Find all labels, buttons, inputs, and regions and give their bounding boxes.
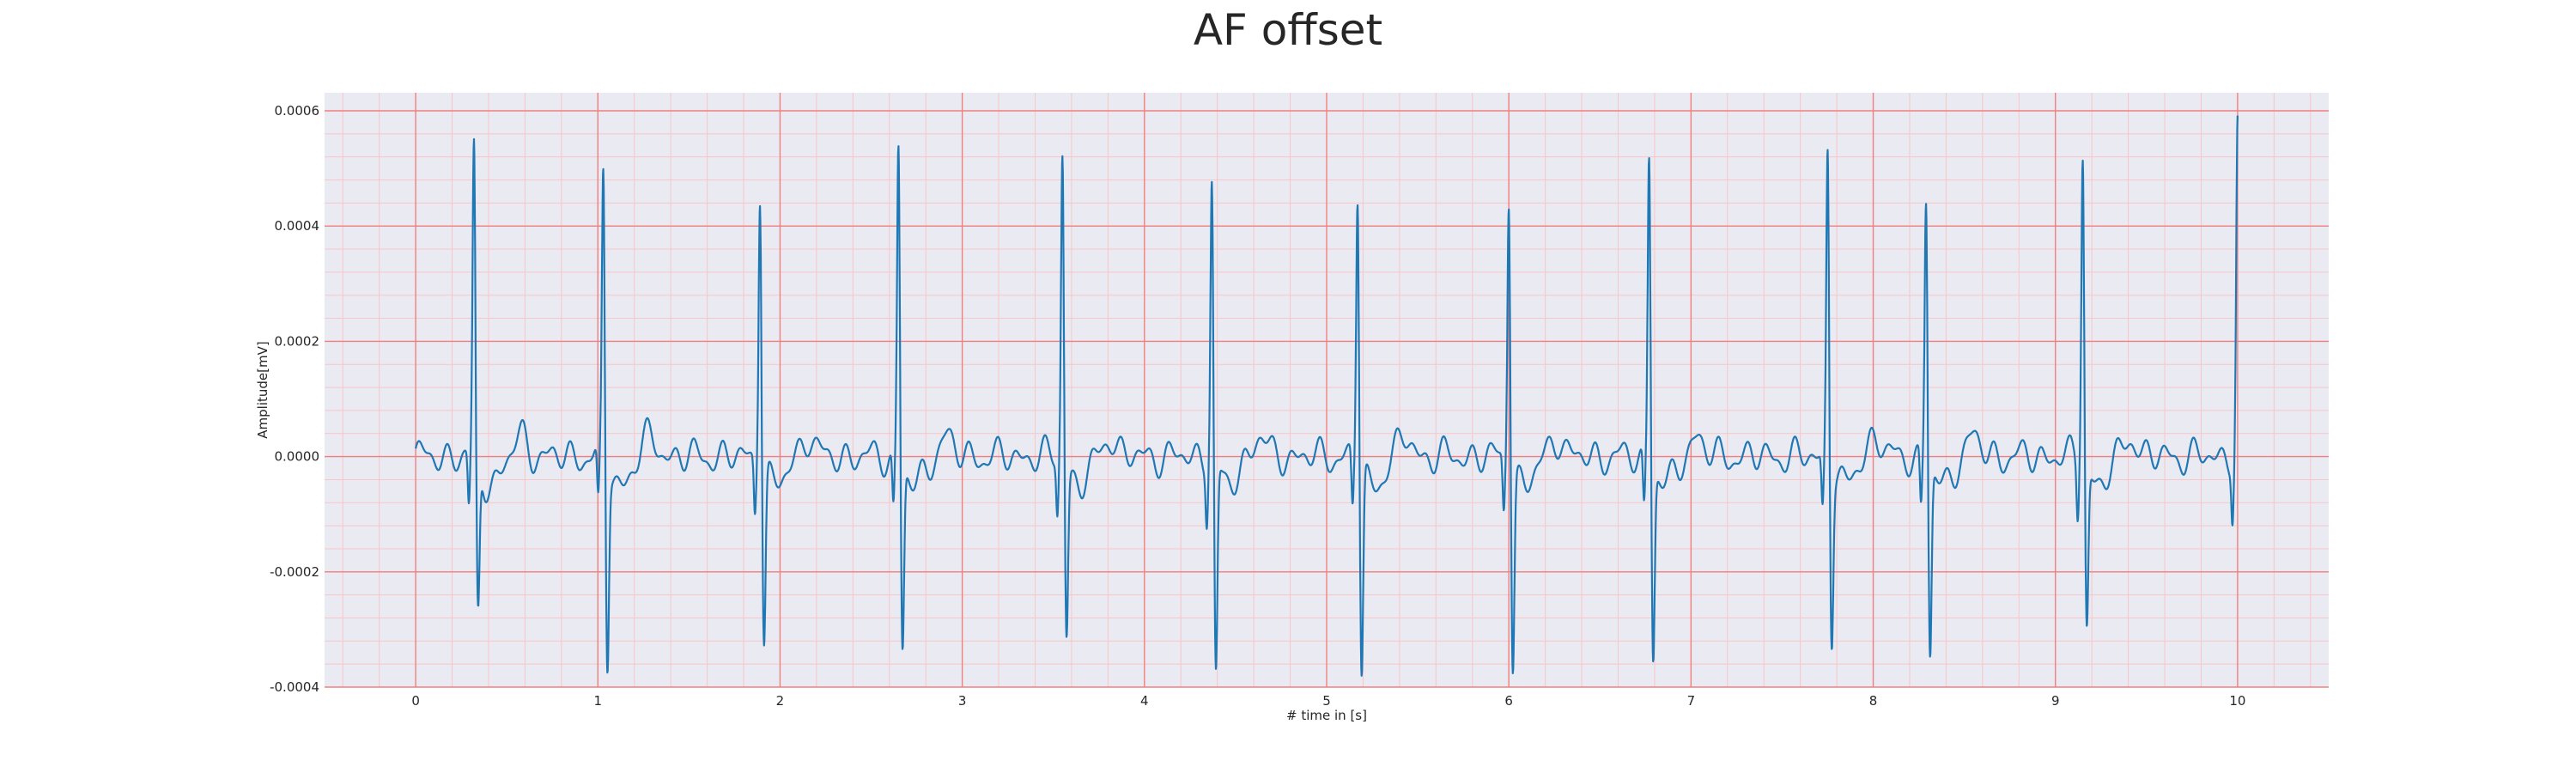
- y-tick-label: 0.0006: [275, 103, 320, 119]
- major-grid: [325, 93, 2329, 688]
- x-tick-label: 9: [2051, 693, 2060, 709]
- y-tick-label: 0.0000: [275, 449, 320, 465]
- x-tick-label: 10: [2229, 693, 2245, 709]
- x-tick-label: 0: [411, 693, 420, 709]
- x-tick-label: 7: [1687, 693, 1696, 709]
- y-tick-label: 0.0004: [275, 218, 320, 234]
- x-tick-label: 5: [1322, 693, 1331, 709]
- chart-title: AF offset: [1194, 5, 1382, 55]
- y-tick-label: 0.0002: [275, 333, 320, 349]
- x-tick-label: 6: [1504, 693, 1513, 709]
- x-tick-label: 1: [593, 693, 602, 709]
- series-line-ecg: [415, 115, 2239, 677]
- x-tick-label: 4: [1140, 693, 1149, 709]
- y-axis-ticks: -0.0004 -0.0002 0.0000 0.0002 0.0004 0.0006: [270, 103, 319, 695]
- y-tick-label: -0.0002: [270, 564, 319, 580]
- x-tick-label: 3: [958, 693, 967, 709]
- y-tick-label: -0.0004: [270, 679, 319, 695]
- x-tick-label: 8: [1869, 693, 1878, 709]
- x-axis-label: # time in [s]: [1286, 708, 1367, 723]
- x-axis-ticks: 0 1 2 3 4 5 6 7 8 9 10: [411, 693, 2245, 709]
- y-axis-label: Amplitude[mV]: [255, 341, 270, 438]
- x-tick-label: 2: [776, 693, 785, 709]
